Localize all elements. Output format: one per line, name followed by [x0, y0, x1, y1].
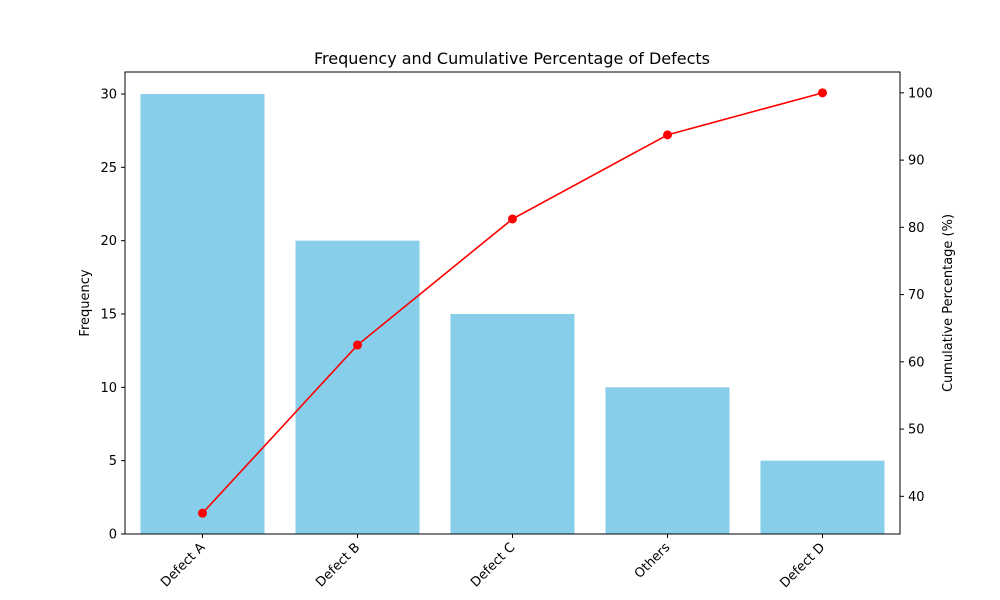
y2-tick-label-3: 70	[908, 288, 925, 303]
cumulative-point-3	[663, 130, 672, 140]
x-tick-label-2: Defect C	[468, 540, 518, 590]
cumulative-point-1	[353, 340, 362, 350]
chart-title: Frequency and Cumulative Percentage of D…	[314, 49, 710, 68]
x-tick-label-3: Others	[632, 540, 674, 582]
bar-2	[450, 314, 575, 534]
y2-tick-label-1: 50	[908, 423, 925, 438]
y-tick-label-6: 30	[100, 88, 117, 103]
cumulative-point-4	[818, 88, 827, 98]
y-tick-label-0: 0	[109, 528, 117, 543]
cumulative-point-2	[508, 214, 517, 224]
cumulative-line-series	[198, 88, 827, 518]
bar-4	[760, 460, 885, 534]
bar-1	[295, 240, 420, 534]
y-tick-label-4: 20	[100, 234, 117, 249]
y2-tick-label-2: 60	[908, 355, 925, 370]
bar-series	[140, 94, 885, 534]
bar-0	[140, 94, 265, 534]
cumulative-point-0	[198, 508, 207, 518]
y2-axis-label: Cumulative Percentage (%)	[941, 214, 956, 392]
y-tick-label-2: 10	[100, 381, 117, 396]
bar-3	[605, 387, 730, 534]
y-axis-label: Frequency	[78, 269, 93, 336]
y-tick-label-1: 5	[109, 454, 117, 469]
y-tick-label-3: 15	[100, 308, 117, 323]
y2-tick-label-4: 80	[908, 221, 925, 236]
y2-tick-label-6: 100	[908, 86, 933, 101]
y2-tick-label-5: 90	[908, 154, 925, 169]
x-tick-label-1: Defect B	[313, 540, 363, 590]
x-tick-label-4: Defect D	[777, 540, 828, 591]
y-tick-label-5: 25	[100, 161, 117, 176]
y2-tick-label-0: 40	[908, 490, 925, 505]
x-tick-label-0: Defect A	[158, 540, 208, 590]
